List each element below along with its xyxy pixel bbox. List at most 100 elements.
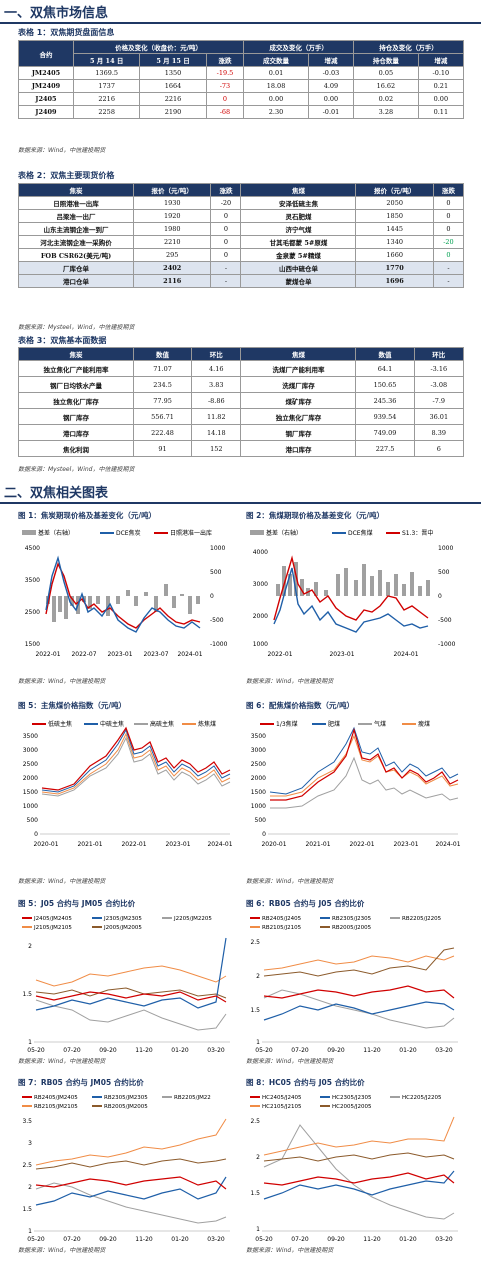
y-tick: 1500: [251, 789, 266, 796]
cell: 152: [191, 440, 242, 457]
cell: 独立焦化厂库存: [18, 392, 134, 409]
section-title: 二、双焦相关图表: [4, 486, 109, 501]
table-row: 焦化利润 91 152 港口库存 227.5 6: [18, 440, 465, 457]
table2-caption: 表格 2：双焦主要现货价格: [18, 171, 115, 180]
x-tick: 11-20: [135, 1047, 153, 1054]
cell: 灵石肥煤: [240, 209, 357, 223]
cell: 0.21: [417, 79, 465, 93]
cell: 钢厂库存: [240, 424, 357, 441]
series-j2105: [35, 965, 227, 987]
series-lean-coal: [270, 734, 459, 797]
legend-label: RB2005/J2005: [332, 925, 372, 931]
cell: 港口库存: [18, 424, 134, 441]
series-low-sulfur: [41, 726, 231, 791]
section-heading-1: 一、双焦市场信息: [0, 0, 481, 24]
x-tick: 01-20: [399, 1047, 417, 1054]
cell: 245.36: [355, 392, 415, 409]
cell: 2258: [72, 105, 141, 119]
series-s13-jinzhong: [273, 555, 429, 621]
y-tick: 2.5: [250, 1118, 260, 1125]
cell: 295: [132, 248, 212, 262]
cell: 蒙煤仓单: [240, 274, 357, 288]
legend-label: RB2305/JM2305: [104, 1095, 148, 1101]
col-price2: 报价（元/吨）: [355, 183, 434, 197]
figure-source: 数据来源：Wind，中信建投期货: [246, 878, 334, 885]
legend-label: 瘦煤: [418, 720, 430, 728]
legend-label: 基差（右轴）: [38, 529, 74, 537]
figure-5-ratio: 图 5：J05 合约与 JM05 合约比价 J2405/JM2405 J2305…: [18, 898, 236, 1068]
series-hc2205: [263, 1124, 455, 1220]
basis-bars: [276, 562, 430, 596]
x-tick: 01-20: [399, 1236, 417, 1243]
legend-label: DCE焦炭: [116, 529, 141, 537]
x-tick: 05-20: [27, 1047, 45, 1054]
table-row: 港口仓单 2116- 蒙煤仓单 1696-: [18, 274, 465, 288]
cell: -3.08: [413, 376, 465, 393]
x-tick: 2023-01: [393, 841, 418, 848]
legend-label: HC2305/J2305: [332, 1095, 372, 1101]
col-chg: 环比: [191, 347, 242, 361]
x-tick: 09-20: [99, 1047, 117, 1054]
table-row: FOB CSR62(美元/吨) 295 0 金泉蒙 5#精煤 1660 0: [18, 248, 465, 262]
series-j2005: [35, 987, 227, 999]
cell: 安泽低硫主焦: [240, 196, 357, 210]
x-tick: 2020-01: [33, 841, 58, 848]
y-tick: 1000: [253, 641, 268, 648]
cell: 1770: [355, 261, 434, 275]
chart-coal-basis: 基差（右轴） DCE焦煤 S1.3：晋中 4000 3000 2000 1000…: [250, 529, 456, 658]
cell: 939.54: [355, 408, 415, 425]
cell: 2190: [139, 105, 207, 119]
series-j2305: [35, 937, 227, 1011]
y-tick: 1000: [23, 803, 38, 810]
y-tick: 500: [438, 569, 450, 576]
series-rb2005: [263, 947, 455, 977]
cell: 钢厂库存: [18, 408, 134, 425]
x-tick: 2022-01: [349, 841, 374, 848]
y-tick: 3000: [253, 581, 268, 588]
cell: 0.01: [243, 66, 309, 80]
table-row: 独立焦化厂库存 77.95 -8.86 煤矿库存 245.36 -7.9: [18, 392, 465, 409]
x-tick: 07-20: [291, 1236, 309, 1243]
cell: 0: [210, 222, 242, 236]
cell: 1340: [355, 235, 434, 249]
table-row: JM2405 1369.5 1350 -19.5 0.01 -0.03 0.05 -0.10: [18, 66, 465, 80]
legend-label: RB2405/J2405: [262, 916, 302, 922]
col-oi-group: 持仓及变化（万手）: [353, 40, 464, 54]
col-d1: 5 月 14 日: [72, 53, 141, 67]
cell: 2210: [132, 235, 212, 249]
y-tick: 3500: [251, 733, 266, 740]
chart-rb-j-ratio: RB2405/J2405 RB2305/J2305 RB2205/J2205 R…: [250, 916, 458, 1054]
legend-label: 中硫主焦: [100, 720, 124, 728]
cell: 8.39: [413, 424, 465, 441]
chart-main-coking-coal-index: 低硫主焦 中硫主焦 高硫主焦 炼焦煤 3500 3000 2500 2000 1…: [23, 720, 233, 848]
cell: 749.09: [355, 424, 415, 441]
legend-label: 低硫主焦: [48, 720, 72, 728]
series-rb2105: [35, 1118, 227, 1166]
y-tick: 2500: [25, 609, 40, 616]
cell: 0.11: [417, 105, 465, 119]
legend-label: RB2205/JM22: [174, 1095, 211, 1101]
x-tick: 2023-07: [143, 651, 168, 658]
x-tick: 2023-01: [107, 651, 132, 658]
y-tick: 2500: [251, 761, 266, 768]
cell: -: [210, 261, 242, 275]
cell: 0.00: [243, 92, 309, 106]
col-chg: 涨跌: [205, 53, 245, 67]
cell: 0: [210, 209, 242, 223]
cell: 91: [132, 440, 193, 457]
chart-blending-coal-index: 1/3焦煤 肥煤 气煤 瘦煤 3500 3000 2500 2000 1500 …: [251, 720, 461, 848]
legend-label: 炼焦煤: [198, 720, 216, 728]
legend-label: 1/3焦煤: [276, 720, 298, 728]
cell: 1850: [355, 209, 434, 223]
figure-source: 数据来源：Wind，中信建投期货: [18, 678, 106, 685]
x-tick: 03-20: [207, 1047, 225, 1054]
legend-label: 气煤: [374, 720, 386, 728]
cell: -3.16: [413, 360, 465, 377]
chart-j-jm-ratio: J2405/JM2405 J2305/JM2305 J2205/JM2205 J…: [22, 916, 230, 1054]
cell: 钢厂日均铁水产量: [18, 376, 134, 393]
legend-label: 日照港准一出库: [170, 529, 212, 537]
cell: 0.05: [353, 66, 419, 80]
series-j2405: [35, 991, 227, 1003]
figure-source: 数据来源：Wind，中信建投期货: [18, 1058, 106, 1065]
legend-label: HC2105/J2105: [262, 1104, 302, 1110]
